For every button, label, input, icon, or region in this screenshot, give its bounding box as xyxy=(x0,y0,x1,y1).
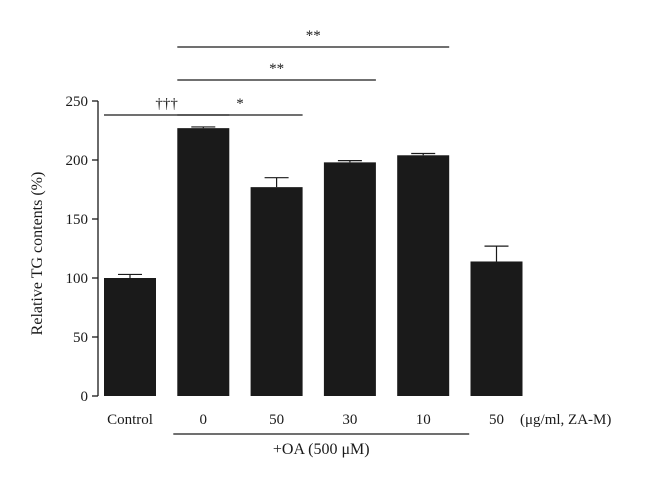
x-tick-label: 30 xyxy=(342,412,357,428)
group-label: +OA (500 μM) xyxy=(273,441,370,458)
unit-label: (μg/ml, ZA-M) xyxy=(520,412,611,428)
axes: 0 50 100 150 200 250 Control 0 50 30 10 50 xyxy=(66,94,505,428)
significance-label: ** xyxy=(269,61,284,77)
bar xyxy=(397,155,450,396)
x-tick-label: 0 xyxy=(200,412,208,428)
y-tick-label: 0 xyxy=(81,389,89,405)
bar xyxy=(470,261,523,396)
y-tick-label: 150 xyxy=(66,212,89,228)
x-tick-label: Control xyxy=(107,412,153,428)
significance-label: ** xyxy=(306,28,321,44)
y-tick-label: 250 xyxy=(66,94,89,110)
y-tick-label: 100 xyxy=(66,271,89,287)
bars xyxy=(104,128,523,396)
bar xyxy=(250,187,303,396)
x-tick-label: 50 xyxy=(489,412,504,428)
y-tick-label: 200 xyxy=(66,153,89,169)
significance-label: * xyxy=(236,96,244,112)
y-axis-label: Relative TG contents (%) xyxy=(29,172,46,336)
x-tick-label: 50 xyxy=(269,412,284,428)
bar xyxy=(177,128,230,396)
x-tick-label: 10 xyxy=(416,412,431,428)
error-bars xyxy=(118,126,509,278)
bar xyxy=(104,278,156,396)
y-tick-label: 50 xyxy=(73,330,88,346)
significance-label: ††† xyxy=(155,96,178,112)
bar xyxy=(323,162,376,396)
significance-annotations: ††† ***** xyxy=(104,28,450,116)
